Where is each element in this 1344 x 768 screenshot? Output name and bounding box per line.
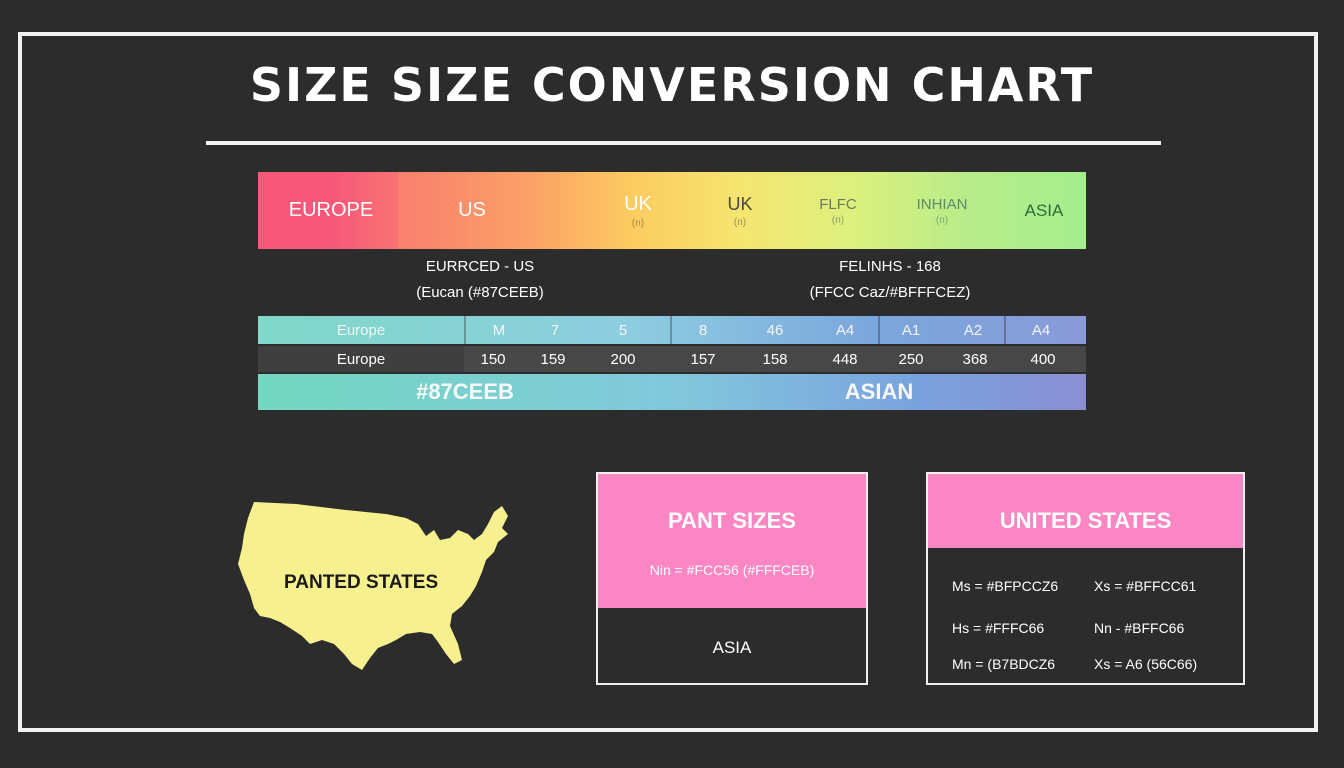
region-band: EUROPE US UK (n) UK (n) FLFC (n) INHIAN … <box>258 172 1086 249</box>
column-divider <box>670 316 672 344</box>
table-row: Europe M 7 5 8 46 A4 A1 A2 A4 <box>258 316 1086 344</box>
band-label-uk-2: UK (n) <box>727 193 753 228</box>
table-cell: 368 <box>962 350 988 368</box>
hex-code-label: #87CEEB <box>416 379 514 404</box>
table-cell: 158 <box>762 350 788 368</box>
table-row: Europe 150 159 200 157 158 448 250 368 4… <box>258 346 1086 372</box>
column-divider <box>1004 316 1006 344</box>
row-label: Europe <box>336 350 386 368</box>
band-label-asia: ASIA <box>1024 200 1064 220</box>
card-title: UNITED STATES <box>999 508 1172 533</box>
size-pair: Mn = (B7BDCZ6 <box>952 656 1056 672</box>
table-cell: A4 <box>835 321 855 339</box>
table-row: #87CEEB ASIAN <box>258 374 1086 410</box>
size-pair: Xs = #BFFCC61 <box>1094 578 1197 594</box>
column-divider <box>464 316 466 344</box>
table-cell: 157 <box>690 350 716 368</box>
band-label-flfc: FLFC (n) <box>819 195 857 226</box>
caption-right: FELINHS - 168 (FFCC Caz/#BFFFCEZ) <box>809 258 971 301</box>
table-cell: 200 <box>610 350 636 368</box>
table-cell: 8 <box>698 321 708 339</box>
card-footer: ASIA <box>712 638 752 657</box>
table-cell: 5 <box>618 321 628 339</box>
band-label-inhian: INHIAN (n) <box>916 195 968 226</box>
size-pair: Ms = #BFPCCZ6 <box>952 578 1059 594</box>
table-cell: 7 <box>550 321 560 339</box>
table-cell: 448 <box>832 350 858 368</box>
usa-map-icon <box>238 502 508 670</box>
table-cell: 46 <box>766 321 784 339</box>
size-pair: Xs = A6 (56C66) <box>1094 656 1198 672</box>
card-title: PANT SIZES <box>668 508 796 533</box>
card-header <box>598 474 866 608</box>
table-cell: A2 <box>963 321 983 339</box>
table-cell: 250 <box>898 350 924 368</box>
size-pair: Hs = #FFFC66 <box>952 620 1045 636</box>
card-line: Nin = #FCC56 (#FFFCEB) <box>649 562 815 578</box>
map-label: PANTED STATES <box>284 572 439 593</box>
chart-frame <box>18 32 1318 732</box>
asian-label: ASIAN <box>844 379 914 404</box>
row-label: Europe <box>336 321 386 339</box>
band-label-us: US <box>458 199 486 221</box>
size-pair: Nn - #BFFC66 <box>1094 620 1185 636</box>
page-title: SIZE SIZE CONVERSION CHART <box>249 58 1095 112</box>
table-cell: 400 <box>1030 350 1056 368</box>
table-cell: M <box>492 321 506 339</box>
band-label-uk-1: UK (n) <box>624 192 652 229</box>
caption-left: EURRCED - US (Eucan (#87CEEB) <box>416 258 544 301</box>
table-cell: A1 <box>901 321 921 339</box>
band-segment-europe <box>258 172 398 249</box>
column-divider <box>878 316 880 344</box>
united-states-card: UNITED STATES Ms = #BFPCCZ6 Xs = #BFFCC6… <box>926 472 1245 685</box>
table-cell: A4 <box>1031 321 1051 339</box>
row-label-bg <box>258 346 464 372</box>
title-divider <box>206 141 1161 145</box>
pant-sizes-card: PANT SIZES Nin = #FCC56 (#FFFCEB) ASIA <box>596 472 868 685</box>
table-cell: 159 <box>540 350 566 368</box>
band-label-europe: EUROPE <box>288 199 374 221</box>
card-header <box>928 474 1243 548</box>
table-cell: 150 <box>480 350 506 368</box>
